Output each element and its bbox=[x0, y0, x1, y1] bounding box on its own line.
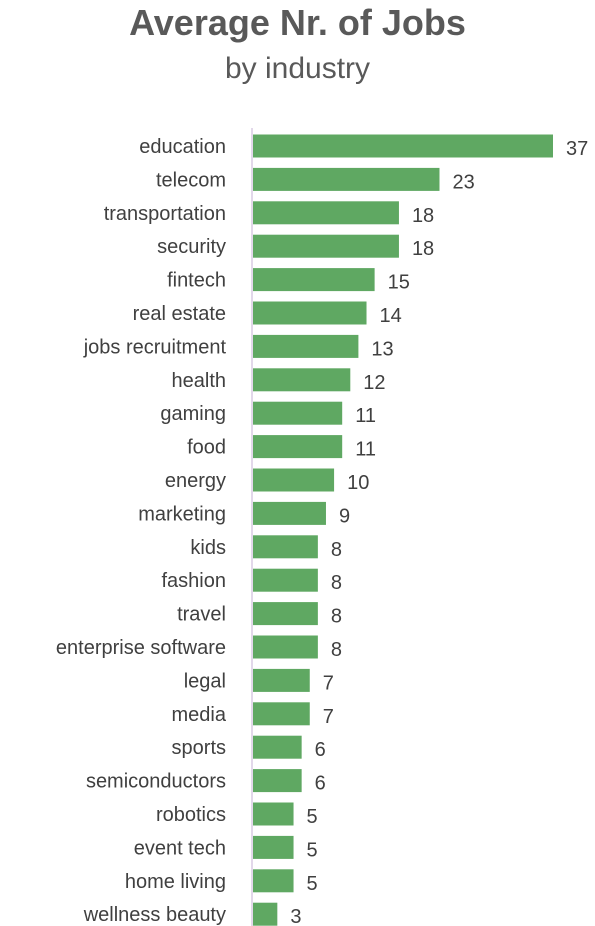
bar-education bbox=[253, 134, 553, 158]
value-label: 6 bbox=[315, 773, 326, 795]
category-label: education bbox=[139, 136, 226, 158]
value-label: 5 bbox=[307, 873, 318, 895]
category-label: media bbox=[172, 704, 227, 726]
value-label: 15 bbox=[388, 272, 410, 294]
bar-wellness-beauty bbox=[253, 902, 278, 926]
bar-event-tech bbox=[253, 835, 294, 859]
bar-sports bbox=[253, 735, 302, 759]
value-label: 8 bbox=[331, 639, 342, 661]
category-label: energy bbox=[165, 470, 226, 492]
bar-legal bbox=[253, 668, 310, 692]
category-label: food bbox=[187, 437, 226, 459]
bar-robotics bbox=[253, 802, 294, 826]
value-label: 7 bbox=[323, 672, 334, 694]
bar-security bbox=[253, 234, 399, 258]
category-label: real estate bbox=[133, 303, 226, 325]
value-label: 8 bbox=[331, 539, 342, 561]
value-label: 18 bbox=[412, 238, 434, 260]
value-label: 13 bbox=[371, 338, 393, 360]
category-label: kids bbox=[190, 537, 226, 559]
bar-travel bbox=[253, 602, 318, 626]
category-label: jobs recruitment bbox=[83, 336, 227, 358]
value-label: 23 bbox=[452, 171, 474, 193]
value-label: 8 bbox=[331, 606, 342, 628]
bar-telecom bbox=[253, 167, 440, 191]
value-label: 37 bbox=[566, 138, 588, 160]
value-label: 10 bbox=[347, 472, 369, 494]
value-label: 3 bbox=[290, 906, 301, 926]
chart-title: Average Nr. of Jobs bbox=[129, 2, 466, 43]
value-label: 14 bbox=[380, 305, 402, 327]
category-label: telecom bbox=[156, 169, 226, 191]
category-label: enterprise software bbox=[56, 637, 226, 659]
category-label: home living bbox=[125, 871, 226, 893]
bar-energy bbox=[253, 468, 335, 492]
bar-enterprise-software bbox=[253, 635, 318, 659]
bar-real-estate bbox=[253, 301, 367, 325]
value-label: 9 bbox=[339, 505, 350, 527]
category-label: robotics bbox=[156, 804, 226, 826]
bar-kids bbox=[253, 535, 318, 559]
value-label: 7 bbox=[323, 706, 334, 728]
category-label: event tech bbox=[134, 837, 226, 859]
bar-fashion bbox=[253, 568, 318, 592]
bar-home-living bbox=[253, 869, 294, 893]
category-label: gaming bbox=[160, 403, 226, 425]
category-label: marketing bbox=[138, 503, 226, 525]
value-label: 12 bbox=[363, 372, 385, 394]
bar-semiconductors bbox=[253, 769, 302, 793]
value-label: 18 bbox=[412, 205, 434, 227]
category-label: travel bbox=[177, 604, 226, 626]
value-label: 11 bbox=[355, 405, 376, 427]
category-label: sports bbox=[172, 737, 226, 759]
category-label: fintech bbox=[167, 270, 226, 292]
value-label: 8 bbox=[331, 572, 342, 594]
bar-marketing bbox=[253, 501, 326, 525]
category-label: security bbox=[157, 236, 226, 258]
value-label: 5 bbox=[307, 839, 318, 861]
bar-transportation bbox=[253, 201, 399, 225]
bar-food bbox=[253, 435, 343, 459]
value-label: 11 bbox=[355, 439, 376, 461]
value-label: 5 bbox=[307, 806, 318, 828]
bar-jobs-recruitment bbox=[253, 334, 359, 358]
bar-media bbox=[253, 702, 310, 726]
chart-subtitle: by industry bbox=[224, 52, 371, 85]
category-label: health bbox=[172, 370, 227, 392]
category-label: transportation bbox=[104, 203, 226, 225]
category-label: legal bbox=[184, 670, 226, 692]
category-label: wellness beauty bbox=[83, 904, 226, 926]
category-label: fashion bbox=[162, 570, 227, 592]
category-label: semiconductors bbox=[86, 771, 226, 793]
bar-gaming bbox=[253, 401, 343, 425]
value-label: 6 bbox=[315, 739, 326, 761]
bar-fintech bbox=[253, 268, 375, 292]
bar-health bbox=[253, 368, 351, 392]
